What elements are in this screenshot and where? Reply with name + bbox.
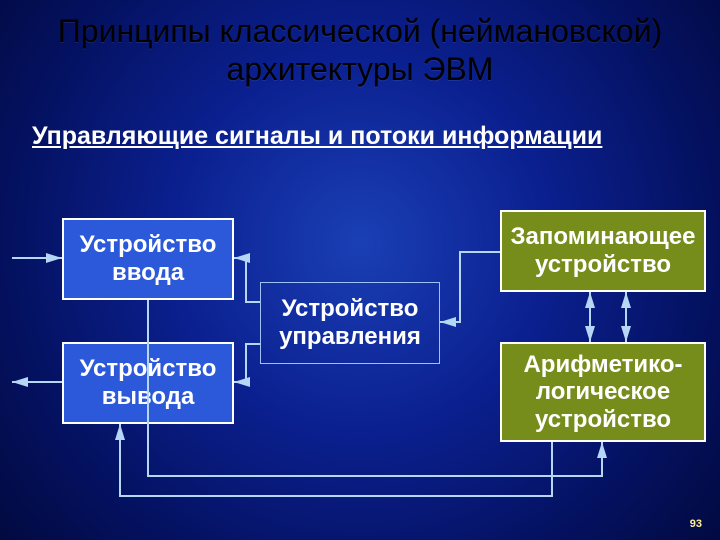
node-alu-label: Арифметико- логическое устройство xyxy=(502,351,704,434)
slide-title: Принципы классической (неймановской) арх… xyxy=(0,12,720,89)
node-alu: Арифметико- логическое устройство xyxy=(500,342,706,442)
node-control: Устройство управления xyxy=(260,282,440,364)
node-output-label: Устройство вывода xyxy=(64,355,232,410)
node-output: Устройство вывода xyxy=(62,342,234,424)
node-memory: Запоминающее устройство xyxy=(500,210,706,292)
diagram-stage: Принципы классической (неймановской) арх… xyxy=(0,0,720,540)
node-input: Устройство ввода xyxy=(62,218,234,300)
node-control-label: Устройство управления xyxy=(261,295,439,350)
slide-subtitle: Управляющие сигналы и потоки информации xyxy=(32,122,602,151)
node-memory-label: Запоминающее устройство xyxy=(502,223,704,278)
page-number: 93 xyxy=(690,518,702,530)
node-input-label: Устройство ввода xyxy=(64,231,232,286)
